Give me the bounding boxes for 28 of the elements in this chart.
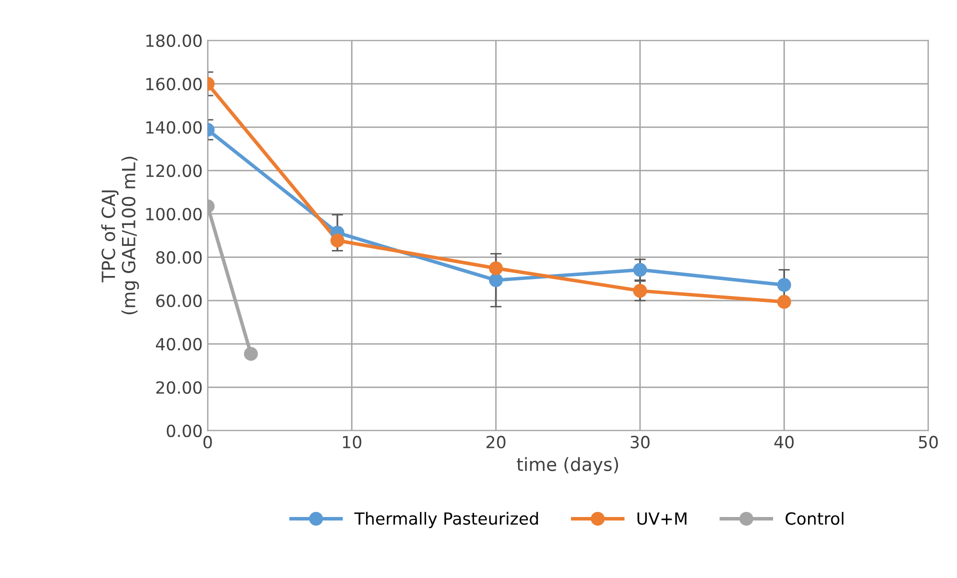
legend-label: Control bbox=[786, 512, 844, 525]
point bbox=[330, 234, 344, 248]
y-tick-label: 140.00 bbox=[146, 121, 202, 134]
point bbox=[633, 284, 647, 298]
x-tick-label: 50 bbox=[918, 436, 938, 448]
y-tick-label: 100.00 bbox=[146, 208, 202, 220]
x-tick-label: 30 bbox=[630, 436, 650, 448]
y-tick-label: 80.00 bbox=[156, 251, 202, 264]
point bbox=[633, 262, 647, 277]
y-tick-label: 160.00 bbox=[146, 78, 202, 90]
point bbox=[777, 294, 792, 309]
legend-label: UV+M bbox=[638, 512, 686, 525]
y-tick-label: 120.00 bbox=[146, 164, 202, 178]
x-tick-label: 0 bbox=[203, 436, 212, 448]
x-tick-label: 10 bbox=[343, 436, 362, 448]
point bbox=[488, 273, 503, 288]
y-tick-label: 20.00 bbox=[156, 381, 202, 394]
y-tick-label: 60.00 bbox=[156, 294, 202, 308]
legend-label: Thermally Pasteurized bbox=[354, 512, 538, 528]
y-axis-title: TPC of CAJ (mg GAE/100 mL) bbox=[101, 156, 139, 314]
y-tick-label: 40.00 bbox=[156, 338, 202, 350]
x-tick-label: 20 bbox=[486, 436, 506, 448]
point bbox=[488, 261, 503, 276]
y-tick-label: 0.00 bbox=[166, 424, 202, 438]
point bbox=[777, 278, 792, 292]
x-axis-title: time (days) bbox=[516, 457, 618, 475]
x-tick-label: 40 bbox=[774, 436, 794, 448]
y-tick-label: 180.00 bbox=[146, 34, 202, 48]
